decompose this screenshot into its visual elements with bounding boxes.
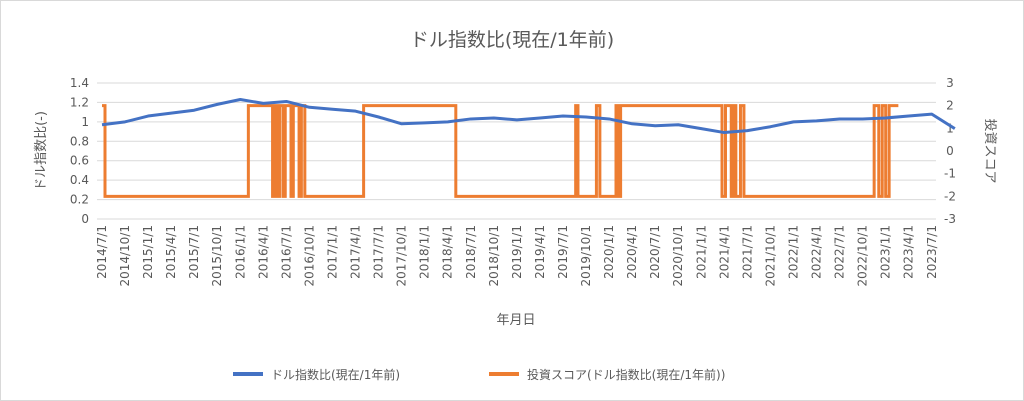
chart-title: ドル指数比(現在/1年前) [410, 29, 614, 51]
x-tick-label-12: 2017/7/1 [372, 225, 386, 279]
x-tick-label-2: 2015/1/1 [141, 225, 155, 279]
legend-label-usd-index: ドル指数比(現在/1年前) [271, 367, 400, 382]
x-axis-ticks: 2014/7/1 2014/10/1 2015/1/1 2015/4/1 2015/7/… [95, 225, 939, 287]
right-tick-label-1: -2 [944, 189, 956, 203]
right-tick-label-0: -3 [944, 212, 956, 226]
x-tick-label-0: 2014/7/1 [95, 225, 109, 279]
x-tick-label-9: 2016/10/1 [302, 225, 316, 287]
legend: ドル指数比(現在/1年前) 投資スコア(ドル指数比(現在/1年前)) [233, 367, 725, 382]
x-tick-label-18: 2019/1/1 [510, 225, 524, 279]
x-tick-label-26: 2021/1/1 [694, 225, 708, 279]
x-tick-label-6: 2016/1/1 [233, 225, 247, 279]
x-tick-label-19: 2019/4/1 [533, 225, 547, 279]
x-tick-label-35: 2023/4/1 [902, 225, 916, 279]
left-tick-label-3: 0.6 [70, 154, 89, 168]
x-tick-label-36: 2023/7/1 [925, 225, 939, 279]
right-tick-label-5: 2 [946, 99, 954, 113]
x-tick-label-34: 2023/1/1 [879, 225, 893, 279]
x-tick-label-15: 2018/4/1 [441, 225, 455, 279]
right-axis-ticks: -3 -2 -1 0 1 2 3 [944, 76, 956, 226]
x-tick-label-22: 2020/1/1 [602, 225, 616, 279]
left-tick-label-2: 0.4 [70, 173, 89, 187]
x-tick-label-29: 2021/10/1 [763, 225, 777, 287]
x-tick-label-21: 2019/10/1 [579, 225, 593, 287]
x-tick-label-32: 2022/7/1 [833, 225, 847, 279]
x-tick-label-33: 2022/10/1 [856, 225, 870, 287]
x-tick-label-27: 2021/4/1 [717, 225, 731, 279]
gridlines [97, 82, 936, 220]
right-tick-label-2: -1 [944, 167, 956, 181]
x-tick-label-24: 2020/7/1 [648, 225, 662, 279]
left-tick-label-5: 1 [81, 115, 89, 129]
x-tick-label-23: 2020/4/1 [625, 225, 639, 279]
x-tick-label-30: 2022/1/1 [786, 225, 800, 279]
x-tick-label-7: 2016/4/1 [256, 225, 270, 279]
right-tick-label-3: 0 [946, 144, 954, 158]
x-tick-label-8: 2016/7/1 [279, 225, 293, 279]
left-tick-label-0: 0 [81, 212, 89, 226]
left-axis-title: ドル指数比(-) [34, 111, 49, 191]
x-tick-label-4: 2015/7/1 [187, 225, 201, 279]
x-tick-label-3: 2015/4/1 [164, 225, 178, 279]
x-tick-label-16: 2018/7/1 [464, 225, 478, 279]
x-tick-label-11: 2017/4/1 [349, 225, 363, 279]
left-axis-ticks: 0 0.2 0.4 0.6 0.8 1 1.2 1.4 [70, 76, 89, 226]
x-axis-title: 年月日 [496, 313, 535, 328]
left-tick-label-4: 0.8 [70, 134, 89, 148]
left-tick-label-7: 1.4 [70, 76, 89, 90]
right-tick-label-4: 1 [946, 121, 954, 135]
series-line-usd-index-ratio [101, 98, 956, 135]
x-tick-label-25: 2020/10/1 [671, 225, 685, 287]
x-tick-label-28: 2021/7/1 [740, 225, 754, 279]
right-tick-label-6: 3 [946, 76, 954, 90]
right-axis-title: 投資スコア [982, 118, 998, 183]
x-tick-label-31: 2022/4/1 [810, 225, 824, 279]
x-tick-label-17: 2018/10/1 [487, 225, 501, 287]
x-tick-label-1: 2014/10/1 [118, 225, 132, 287]
x-tick-label-20: 2019/7/1 [556, 225, 570, 279]
x-tick-label-10: 2017/1/1 [325, 225, 339, 279]
x-tick-label-13: 2017/10/1 [395, 225, 409, 287]
x-tick-label-14: 2018/1/1 [418, 225, 432, 279]
series-line-investment-score [102, 104, 899, 198]
left-tick-label-6: 1.2 [70, 95, 89, 109]
left-tick-label-1: 0.2 [70, 193, 89, 207]
series-layer [101, 98, 956, 198]
x-tick-label-5: 2015/10/1 [210, 225, 224, 287]
legend-label-score: 投資スコア(ドル指数比(現在/1年前)) [527, 367, 725, 382]
